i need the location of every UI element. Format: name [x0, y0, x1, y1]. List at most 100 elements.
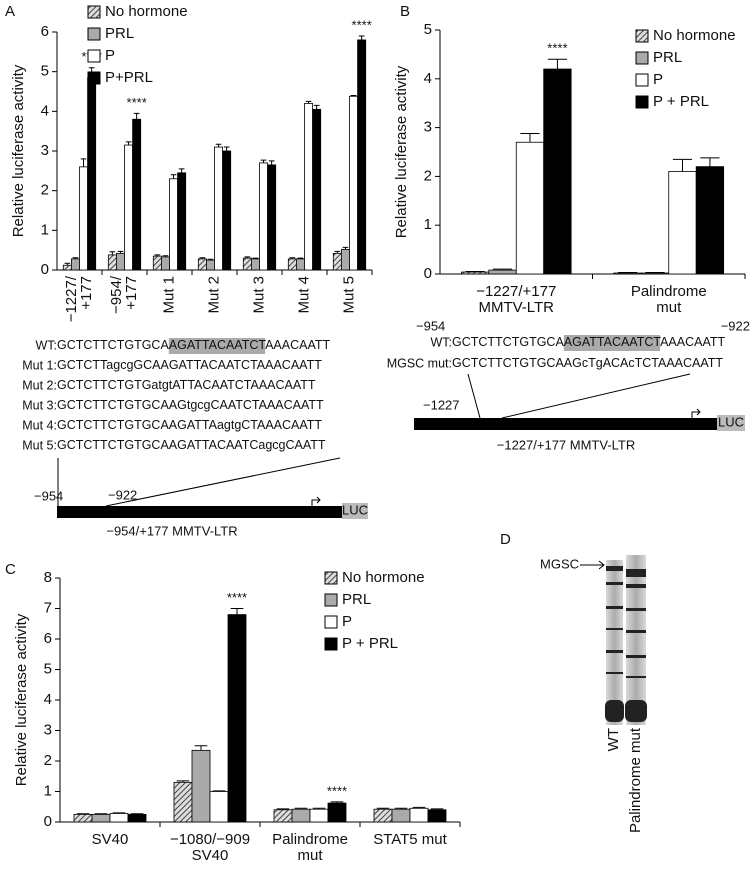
sequence-part: GCTCTTagcgGCAAGATTACAATCTAAACAATT: [57, 358, 322, 372]
bar: [273, 809, 293, 823]
error-bar: [64, 262, 71, 266]
significance-label: ****: [352, 17, 372, 32]
x-tick-label: Mut 5: [340, 276, 357, 314]
x-tick-label: −1080/−909 SV40: [170, 831, 250, 864]
sequence: GCTCTTCTGTGCAAGtgcgCAATCTAAACAATT: [57, 398, 324, 412]
x-tick-label: SV40: [92, 831, 129, 848]
bar: [640, 272, 670, 275]
x-tick-label: −1227/+177 MMTV-LTR: [476, 283, 556, 316]
y-tick-label: 4: [424, 70, 432, 87]
legend-swatch: [324, 637, 338, 651]
error-bar: [312, 807, 326, 810]
error-bar: [700, 157, 720, 167]
x-tick-label: Mut 2: [205, 276, 222, 314]
error-bar: [130, 813, 144, 815]
legend-swatch: [87, 5, 101, 19]
error-bar: [162, 255, 169, 257]
error-bar: [109, 251, 116, 255]
bar: [242, 257, 252, 271]
sequence-part: GCTCTTCTGTGCAAGtgcgCAATCTAAACAATT: [57, 398, 324, 412]
error-bar: [112, 812, 126, 814]
bar: [222, 150, 232, 271]
bar: [127, 813, 147, 823]
bar: [214, 146, 224, 271]
sequence-label: Mut 3:: [22, 398, 57, 412]
y-tick-label: 3: [424, 119, 432, 136]
sequence-label: Mut 2:: [22, 378, 57, 392]
y-tick-label: 0: [41, 261, 49, 278]
significance-label: ****: [127, 95, 147, 110]
x-tick-label: Mut 1: [160, 276, 177, 314]
tss-arrow: [691, 408, 701, 418]
legend-label: P+PRL: [105, 69, 153, 86]
highlight: [563, 335, 661, 351]
sequence-label: WT:: [35, 338, 57, 352]
panel-label: C: [5, 561, 16, 578]
bar: [79, 166, 89, 271]
bar: [515, 141, 545, 275]
connector: [105, 457, 341, 507]
bar: [460, 271, 490, 275]
bar: [304, 103, 314, 271]
bar: [107, 254, 117, 271]
y-tick-label: 3: [44, 721, 52, 738]
connector: [467, 373, 481, 419]
legend-label: PRL: [105, 25, 134, 42]
error-bar: [492, 268, 513, 271]
bar: [340, 248, 350, 271]
bar: [71, 258, 80, 271]
error-bar: [672, 158, 693, 172]
error-bar: [178, 168, 185, 173]
bar: [427, 809, 447, 823]
y-tick-label: 4: [44, 691, 52, 708]
band-arrow: [580, 560, 605, 570]
bar: [169, 178, 179, 271]
construct-b: −954 −922 −1227 LUC −1227/+177 MMTV-LTR: [414, 318, 750, 452]
promoter-bar: [57, 506, 342, 518]
lane-label: WT: [605, 728, 622, 751]
y-tick-label: 3: [41, 142, 49, 159]
y-tick-label: 0: [424, 265, 432, 282]
y-tick-label: 0: [44, 813, 52, 830]
error-bar: [334, 250, 341, 254]
bar: [62, 264, 72, 271]
y-tick-label: 1: [44, 782, 52, 799]
sequence: GCTCTTCTGTGCAAGATTACAATCTAAACAATT: [57, 338, 331, 352]
x-tick-label: Palindrome mut: [272, 831, 348, 864]
legend-label: PRL: [653, 49, 682, 66]
start-label: −954: [416, 318, 445, 333]
legend-swatch: [324, 593, 338, 607]
y-tick-label: 6: [41, 23, 49, 40]
y-tick-label: 4: [41, 102, 49, 119]
sequence-part: GCTCTTCTGTGCA: [57, 338, 169, 352]
end-label: −922: [108, 487, 137, 502]
bar: [287, 258, 297, 271]
legend-label: P + PRL: [342, 635, 398, 652]
sequence-label: MGSC mut:: [387, 356, 452, 370]
bar: [668, 171, 697, 275]
significance-label: ****: [227, 590, 247, 605]
legend-label: P: [342, 613, 352, 630]
error-bar: [230, 608, 244, 615]
bar: [391, 808, 411, 823]
bar: [267, 164, 277, 271]
error-bar: [252, 257, 259, 259]
bar: [191, 749, 211, 823]
bar: [250, 258, 260, 271]
legend-label: No hormone: [342, 569, 425, 586]
bar: [209, 791, 229, 823]
connector: [501, 373, 691, 419]
bar: [357, 39, 367, 271]
bar: [124, 144, 134, 271]
significance-label: ****: [327, 783, 347, 798]
error-bar: [297, 257, 304, 259]
error-bar: [294, 807, 308, 810]
sequence-part: GCTCTTCTGTGCAAGATTACAATCagcgCAATT: [57, 438, 326, 452]
reporter-box: [717, 415, 745, 431]
legend-swatch: [324, 571, 338, 585]
sequence-label: Mut 4:: [22, 418, 57, 432]
sequence: GCTCTTagcgGCAAGATTACAATCTAAACAATT: [57, 358, 322, 372]
sequence: GCTCTTCTGTGatgtATTACAATCTAAACAATT: [57, 378, 316, 392]
error-bar: [330, 801, 344, 804]
gel-lane: [626, 555, 646, 725]
